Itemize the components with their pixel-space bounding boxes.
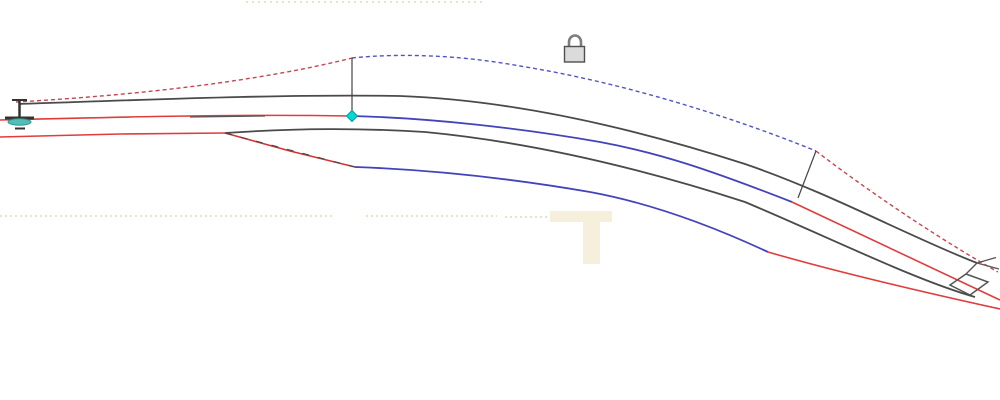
proposed-crest-dashed-curve[interactable] (351, 54, 817, 152)
locked-region-highlight-horizontal (550, 211, 612, 222)
vertex-node-marker[interactable] (345, 109, 359, 123)
third-profile-line[interactable] (224, 128, 976, 298)
fourth-profile-blue[interactable] (354, 166, 769, 253)
bottom-guide-dotted-line (0, 215, 610, 218)
second-profile-dark-overlay (189, 115, 266, 118)
fourth-profile-red-left[interactable] (0, 132, 226, 138)
lock-cursor-shackle-icon (567, 34, 583, 47)
pvi-connector-right[interactable] (797, 150, 817, 199)
end-junction-diamond[interactable] (948, 273, 990, 296)
fourth-profile-red-right[interactable] (767, 251, 1000, 310)
anchor-pin-ellipse (7, 118, 32, 126)
end-junction-link (965, 262, 978, 275)
lock-cursor-body-icon (563, 45, 586, 63)
locked-region-highlight-vertical (583, 222, 600, 264)
second-profile-blue[interactable] (351, 115, 793, 203)
proposed-grade-dashed-right[interactable] (815, 150, 999, 273)
end-junction-tail (976, 256, 1000, 270)
second-profile-red-left[interactable] (0, 114, 351, 121)
second-profile-red-right[interactable] (791, 201, 1000, 301)
grade-break-dark-overlay (224, 132, 356, 168)
top-profile-line[interactable] (18, 94, 978, 264)
